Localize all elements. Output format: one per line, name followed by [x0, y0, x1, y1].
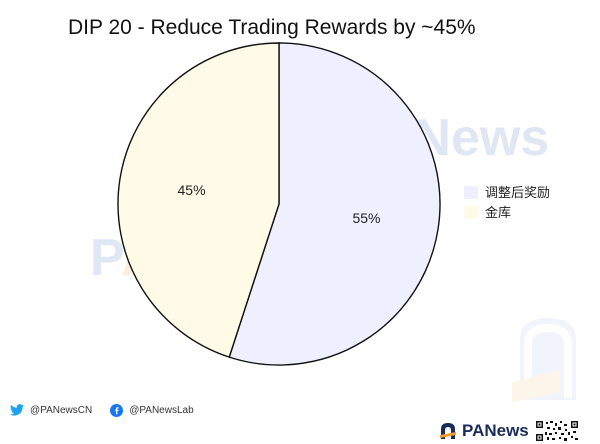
pie-slice-1: [228, 42, 441, 366]
legend-swatch-2: [464, 206, 478, 219]
twitter-handle: @PANewsCN: [30, 404, 93, 416]
footer-brand: PANews: [440, 418, 579, 444]
qr-code-icon: [534, 420, 579, 442]
pie-labels: 55% 45%: [178, 182, 381, 226]
legend-label-2: 金库: [485, 205, 511, 220]
pie-slice-label-1: 55%: [352, 210, 380, 226]
pie-slice-2: [117, 42, 280, 359]
watermark-corner-logo: [512, 318, 576, 402]
chart-title: DIP 20 - Reduce Trading Rewards by ~45%: [68, 16, 476, 39]
brand-name: PANews: [462, 421, 529, 440]
legend-swatch-1: [464, 186, 478, 199]
facebook-handle: @PANewsLab: [129, 404, 194, 416]
footer-social: @PANewsCN @PANewsLab: [10, 400, 194, 420]
pie-slice-label-2: 45%: [178, 182, 206, 198]
legend-label-1: 调整后奖励: [485, 185, 550, 200]
twitter-icon: [10, 404, 24, 416]
facebook-link[interactable]: @PANewsLab: [110, 403, 194, 417]
pie-slices: [117, 42, 441, 366]
panews-logo: [440, 423, 456, 439]
twitter-link[interactable]: @PANewsCN: [10, 404, 92, 416]
facebook-icon: [110, 403, 124, 417]
